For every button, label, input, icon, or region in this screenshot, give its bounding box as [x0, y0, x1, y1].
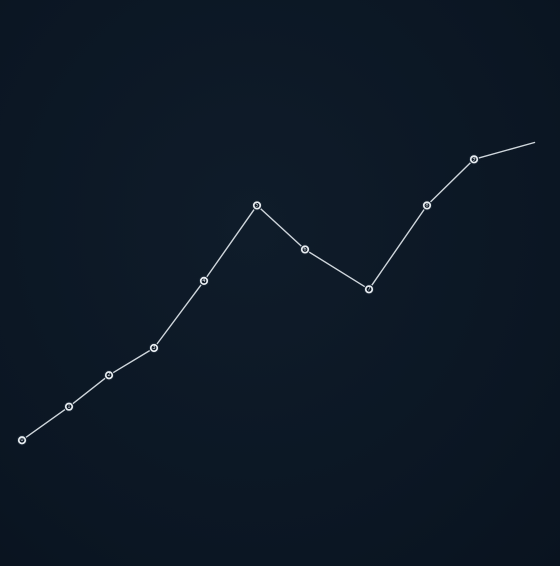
data-point-glyph: 4: [202, 278, 205, 284]
data-point-core: [424, 203, 430, 208]
data-points-layer: 0 1 2 3 4 5 6 7 8 9: [16, 154, 480, 446]
data-point: 9: [468, 154, 480, 165]
data-point: 5: [251, 200, 263, 211]
data-point: 1: [63, 401, 75, 412]
data-point-glyph: 3: [152, 345, 155, 351]
data-point-core: [19, 437, 25, 443]
data-point-glyph: 6: [303, 246, 306, 252]
data-point: 2: [103, 370, 115, 381]
data-point-core: [106, 372, 112, 378]
data-point-glyph: 5: [255, 202, 258, 208]
data-point-core: [471, 156, 477, 162]
data-point-core: [366, 286, 372, 292]
data-point-glyph: 9: [472, 156, 475, 162]
data-point-core: [201, 278, 207, 284]
data-point-glyph: 1: [67, 404, 70, 410]
series-line: [21, 141, 536, 441]
data-point: 4: [198, 275, 210, 287]
data-point-glyph: 2: [107, 372, 110, 378]
data-point-core: [254, 203, 260, 208]
series-line-layer: [21, 141, 536, 441]
data-point: 0: [16, 435, 28, 446]
data-point: 8: [421, 200, 433, 211]
data-point-glyph: 0: [20, 437, 23, 443]
data-point-core: [302, 247, 308, 252]
data-point-glyph: 7: [367, 286, 370, 292]
data-point-core: [66, 404, 72, 410]
data-point-core: [151, 345, 157, 351]
data-point: 7: [363, 284, 375, 295]
data-point: 3: [148, 342, 160, 354]
data-point: 6: [299, 244, 311, 255]
data-point-glyph: 8: [425, 202, 428, 208]
